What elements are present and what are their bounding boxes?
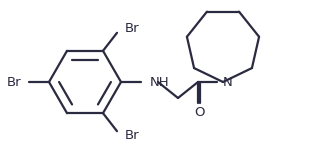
Text: N: N	[223, 75, 233, 89]
Text: O: O	[194, 106, 204, 119]
Text: Br: Br	[125, 129, 140, 142]
Text: NH: NH	[150, 75, 170, 89]
Text: Br: Br	[6, 75, 21, 89]
Text: Br: Br	[125, 22, 140, 35]
